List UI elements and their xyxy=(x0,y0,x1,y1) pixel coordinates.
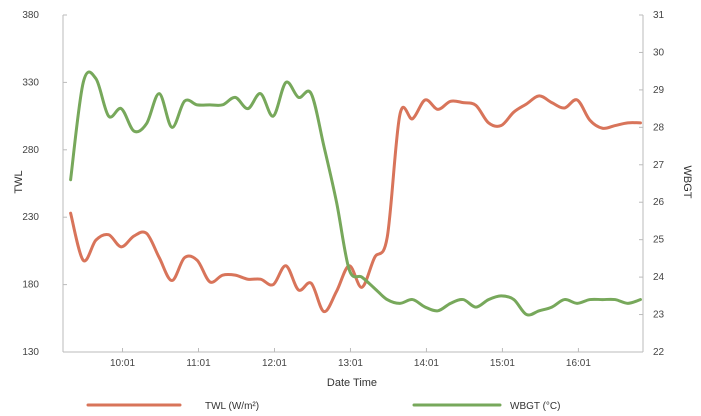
y-left-tick-label: 280 xyxy=(22,145,39,156)
x-tick-label: 10:01 xyxy=(110,358,135,369)
y-left-tick-label: 330 xyxy=(22,77,39,88)
x-tick-label: 16:01 xyxy=(566,358,591,369)
y-right-tick-label: 31 xyxy=(653,10,665,21)
legend-label-twl: TWL (W/m²) xyxy=(205,401,259,412)
y-right-tick-label: 25 xyxy=(653,235,665,246)
y-left-tick-label: 380 xyxy=(22,10,39,21)
y-right-tick-label: 29 xyxy=(653,85,665,96)
y-axis-left-label: TWL xyxy=(13,170,25,193)
series-line-twl xyxy=(69,94,642,314)
x-tick-label: 15:01 xyxy=(490,358,515,369)
y-right-tick-label: 30 xyxy=(653,47,665,58)
y-right-tick-label: 28 xyxy=(653,122,665,133)
y-right-tick-label: 27 xyxy=(653,160,665,171)
legend: TWL (W/m²) WBGT (°C) xyxy=(86,401,560,412)
y-left-tick-label: 230 xyxy=(22,212,39,223)
series-line-wbgt xyxy=(69,70,642,317)
x-tick-label: 13:01 xyxy=(338,358,363,369)
y-left-tick-label: 130 xyxy=(22,347,39,358)
x-axis-label: Date Time xyxy=(327,377,377,389)
y-right-tick-label: 23 xyxy=(653,310,665,321)
x-tick-label: 11:01 xyxy=(186,358,211,369)
y-left-tick-label: 180 xyxy=(22,280,39,291)
legend-label-wbgt: WBGT (°C) xyxy=(510,401,560,412)
y-right-tick-label: 24 xyxy=(653,272,665,283)
x-tick-label: 12:01 xyxy=(262,358,287,369)
y-right-tick-label: 26 xyxy=(653,197,665,208)
x-tick-label: 14:01 xyxy=(414,358,439,369)
y-axis-right-label: WBGT xyxy=(681,166,693,199)
y-right-tick-label: 22 xyxy=(653,347,665,358)
